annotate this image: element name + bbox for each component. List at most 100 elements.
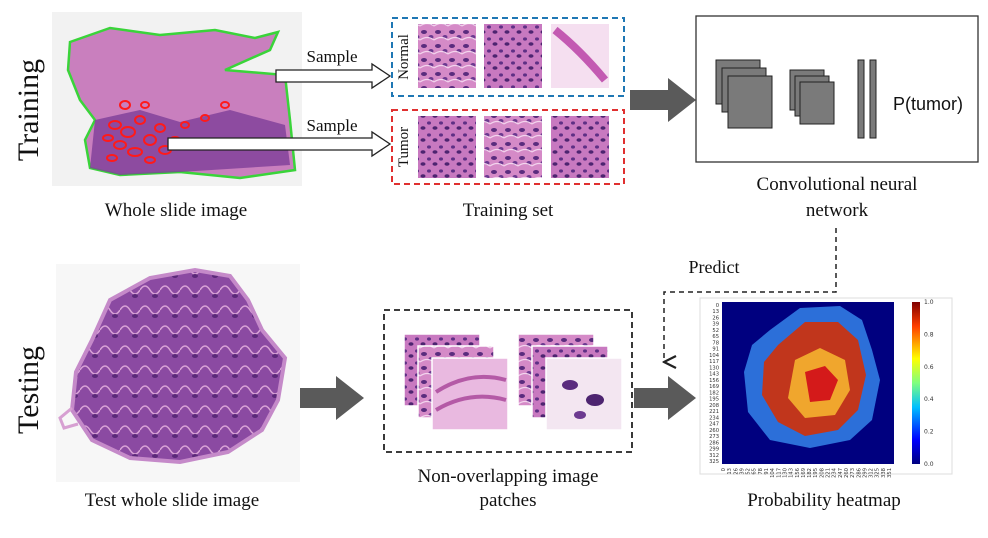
heatmap-x-tick: 0	[721, 468, 727, 471]
heatmap-y-tick: 221	[709, 409, 719, 415]
arrow-to-cnn	[630, 78, 696, 122]
sample-arrow-bottom	[167, 130, 392, 158]
tumor-patch-box	[391, 109, 625, 185]
heatmap-y-tick: 104	[709, 353, 720, 359]
normal-patch-1	[418, 24, 476, 88]
heatmap-x-tick: 26	[733, 468, 739, 475]
arrow-to-heatmap	[634, 376, 696, 420]
heatmap-y-tick: 39	[712, 322, 719, 328]
test-wsi-caption: Test whole slide image	[85, 490, 259, 511]
cnn-feature-maps-small	[789, 69, 835, 125]
sample-arrow-top	[275, 62, 392, 90]
normal-patch-2	[484, 24, 542, 88]
colorbar-tick: 0.6	[924, 364, 934, 371]
heatmap-colorbar-ticks: 1.0 0.8 0.6 0.4 0.2 0.0	[924, 299, 934, 468]
heatmap-x-tick: 325	[875, 468, 881, 478]
heatmap-y-tick: 299	[709, 447, 719, 453]
heatmap-y-tick: 234	[709, 415, 720, 421]
heatmap-x-tick: 169	[801, 468, 807, 478]
heatmap-x-tick: 299	[862, 468, 868, 478]
predict-label: Predict	[689, 257, 740, 277]
heatmap-x-tick: 286	[856, 468, 862, 478]
heatmap-y-tick: 117	[709, 359, 719, 365]
test-whole-slide-image	[56, 264, 300, 482]
heatmap-y-tick: 130	[709, 365, 719, 371]
tumor-patch-3	[551, 116, 609, 178]
heatmap-x-tick: 312	[869, 468, 875, 478]
heatmap-x-tick: 143	[789, 468, 795, 478]
heatmap-y-tick: 143	[709, 372, 719, 378]
tumor-patch-1	[418, 116, 476, 178]
heatmap-x-tick: 273	[850, 468, 856, 478]
cnn-feature-maps-large	[715, 59, 773, 129]
predict-arrow	[664, 228, 837, 362]
training-section-label: Training	[12, 59, 45, 161]
heatmap-y-ticks: 0132639526578911041171301431561691821952…	[709, 303, 720, 465]
heatmap-y-tick: 312	[709, 453, 719, 459]
training-set-caption: Training set	[463, 200, 554, 221]
heatmap-x-tick: 52	[746, 468, 752, 475]
heatmap-x-tick: 91	[764, 468, 770, 475]
patch-stack-left	[403, 333, 509, 431]
heatmap-y-tick: 91	[712, 347, 719, 353]
heatmap-x-tick: 117	[776, 468, 782, 478]
normal-patch-box	[391, 17, 625, 97]
heatmap-x-tick: 156	[795, 468, 801, 478]
cnn-box: P(tumor)	[695, 15, 979, 163]
patch-stack-right	[517, 333, 623, 431]
heatmap-y-tick: 286	[709, 440, 719, 446]
heatmap-colorbar	[912, 302, 920, 464]
colorbar-tick: 0.4	[924, 396, 934, 403]
training-wsi-caption: Whole slide image	[105, 200, 247, 221]
heatmap-y-tick: 169	[709, 384, 719, 390]
tumor-patch-2	[484, 116, 542, 178]
heatmap-x-tick: 195	[813, 468, 819, 478]
heatmap-y-tick: 208	[709, 403, 719, 409]
heatmap-y-tick: 247	[709, 422, 719, 428]
heatmap-y-tick: 65	[712, 334, 719, 340]
sample-label-bottom: Sample	[307, 116, 358, 135]
heatmap-x-tick: 130	[782, 468, 788, 478]
colorbar-tick: 0.8	[924, 331, 934, 338]
heatmap-y-tick: 325	[709, 459, 719, 465]
colorbar-tick: 1.0	[924, 299, 934, 306]
patches-caption-line1: Non-overlapping image	[418, 466, 599, 487]
heatmap-x-tick: 338	[881, 468, 887, 478]
colorbar-tick: 0.0	[924, 461, 934, 468]
heatmap-y-tick: 195	[709, 397, 719, 403]
testing-section-label: Testing	[12, 346, 45, 434]
heatmap-x-tick: 78	[758, 468, 764, 475]
heatmap-y-tick: 273	[709, 434, 719, 440]
heatmap-x-tick: 247	[838, 468, 844, 478]
heatmap-x-tick: 208	[819, 468, 825, 478]
heatmap-y-tick: 26	[712, 315, 719, 321]
cnn-output-label: P(tumor)	[893, 94, 963, 114]
tumor-label: Tumor	[396, 127, 412, 167]
heatmap-x-tick: 13	[727, 468, 733, 475]
heatmap-x-tick: 104	[770, 467, 776, 478]
arrow-to-patches	[300, 376, 364, 420]
tumor-annotation-marks	[102, 100, 230, 164]
heatmap-y-tick: 156	[709, 378, 719, 384]
heatmap-y-tick: 13	[712, 309, 719, 315]
heatmap-x-tick: 39	[739, 468, 745, 475]
heatmap-x-tick: 351	[887, 468, 893, 478]
cnn-dense-layers	[857, 59, 877, 139]
heatmap-x-tick: 260	[844, 468, 850, 478]
heatmap-caption: Probability heatmap	[747, 490, 901, 511]
heatmap-x-tick: 182	[807, 468, 813, 478]
heatmap-y-tick: 260	[709, 428, 719, 434]
cnn-caption-line2: network	[806, 200, 869, 221]
heatmap-y-tick: 182	[709, 390, 719, 396]
image-patches-box	[383, 309, 633, 453]
cnn-caption-line1: Convolutional neural	[757, 174, 918, 195]
probability-heatmap: 0132639526578911041171301431561691821952…	[699, 297, 953, 478]
heatmap-x-ticks: 0 13 26 39 52 65 78 91 104 117 130 143 156 169 182 195 2…	[721, 467, 893, 478]
heatmap-x-tick: 234	[832, 467, 838, 478]
normal-label: Normal	[396, 34, 412, 80]
heatmap-y-tick: 78	[712, 340, 719, 346]
training-whole-slide-image	[52, 12, 302, 186]
heatmap-y-tick: 0	[716, 303, 719, 309]
